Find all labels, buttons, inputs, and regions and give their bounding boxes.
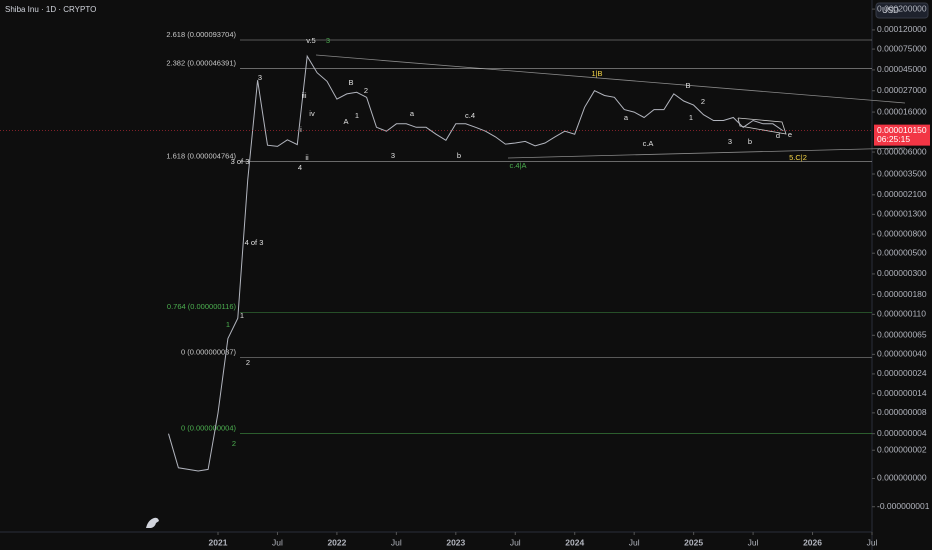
wave-label: 1|B (591, 69, 602, 78)
y-tick-label: 0.000027000 (877, 85, 927, 95)
x-tick-label: Jul (867, 537, 878, 547)
y-tick-label: 0.000045000 (877, 64, 927, 74)
wave-label: i (300, 125, 302, 134)
y-tick-label: 0.000000024 (877, 368, 927, 378)
y-tick-label: 0.000000040 (877, 349, 927, 359)
wave-label: 3 (326, 36, 330, 45)
wave-label: b (457, 151, 461, 160)
y-tick-label: 0.000000002 (877, 444, 927, 454)
fib-label: 0 (0.000000037) (181, 347, 237, 356)
wave-label: 2 (364, 86, 368, 95)
y-tick-label: 0.000075000 (877, 43, 927, 53)
countdown: 06:25:15 (877, 134, 910, 144)
wave-label: 1 (240, 311, 244, 320)
wave-label: 4 (298, 163, 302, 172)
y-tick-label: 0.000000004 (877, 428, 927, 438)
x-tick-label: 2024 (565, 537, 584, 547)
wave-label: 2 (232, 439, 236, 448)
wave-label: 3 (258, 73, 262, 82)
wave-label: v.5 (306, 36, 315, 45)
currency-label[interactable]: USD (882, 6, 899, 15)
wave-label: 3 (391, 151, 395, 160)
wave-label: a (624, 113, 629, 122)
y-tick-label: 0.000000000 (877, 473, 927, 483)
last-price-label: 0.000010150 (877, 125, 927, 135)
wave-label: iii (302, 91, 307, 100)
currency-button[interactable] (875, 2, 929, 19)
upper-trendline (315, 54, 906, 104)
y-tick-label: -0.000000001 (877, 501, 930, 511)
wave-label: 1 (226, 320, 230, 329)
chart-title: Shiba Inu · 1D · CRYPTO (5, 5, 96, 14)
x-tick-label: Jul (391, 537, 402, 547)
y-tick-label: 0.000016000 (877, 106, 927, 116)
wave-label: c.4|A (510, 161, 527, 170)
wave-label: 1 (689, 113, 693, 122)
y-tick-label: 0.000006000 (877, 146, 927, 156)
x-tick-label: 2022 (327, 537, 346, 547)
y-tick-label: 0.000120000 (877, 24, 927, 34)
wave-label: 3 of 3 (231, 157, 250, 166)
wave-label: 3 (728, 137, 732, 146)
y-tick-label: 0.000000500 (877, 247, 927, 257)
x-tick-label: Jul (629, 537, 640, 547)
wave-label: A (343, 117, 348, 126)
wave-label: c.4 (465, 111, 475, 120)
wave-label: d (776, 131, 780, 140)
x-tick-label: Jul (272, 537, 283, 547)
y-tick-label: 0.000002100 (877, 189, 927, 199)
fib-label: 0 (0.000000004) (181, 424, 237, 433)
wave-label: 5.C|2 (789, 153, 807, 162)
wave-label: iv (309, 109, 315, 118)
x-tick-label: 2021 (209, 537, 228, 547)
y-tick-label: 0.000200000 (877, 3, 927, 13)
wave-label: B (348, 78, 353, 87)
y-tick-label: 0.000001300 (877, 209, 927, 219)
y-tick-label: 0.000000008 (877, 407, 927, 417)
fib-label: 0.764 (0.000000116) (167, 302, 237, 311)
wave-label: 2 (246, 358, 250, 367)
wave-label: b (748, 137, 752, 146)
wave-label: a (410, 109, 415, 118)
x-tick-label: Jul (748, 537, 759, 547)
y-tick-label: 0.000000065 (877, 330, 927, 340)
wave-label: 1 (355, 111, 359, 120)
wave-label: e (788, 130, 792, 139)
y-tick-label: 0.000000300 (877, 268, 927, 278)
wave-label: B (685, 81, 690, 90)
fib-label: 1.618 (0.000004764) (166, 151, 236, 160)
y-tick-label: 0.000000180 (877, 289, 927, 299)
y-tick-label: 0.000000014 (877, 388, 927, 398)
wave-label: 4 of 3 (245, 238, 264, 247)
lower-trendline (507, 147, 906, 159)
x-tick-label: Jul (510, 537, 521, 547)
fib-label: 2.618 (0.000093704) (166, 30, 236, 39)
logo[interactable] (146, 517, 159, 528)
x-tick-label: 2023 (446, 537, 465, 547)
y-tick-label: 0.000003500 (877, 168, 927, 178)
y-tick-label: 0.000000800 (877, 228, 927, 238)
x-tick-label: 2025 (684, 537, 703, 547)
last-price-tag (874, 124, 930, 146)
price-line (168, 54, 784, 472)
y-tick-label: 0.000000110 (877, 309, 926, 319)
wave-label: c.A (643, 139, 654, 148)
wave-label: ii (305, 153, 309, 162)
x-tick-label: 2026 (803, 537, 822, 547)
fib-label: 2.382 (0.000046391) (166, 59, 236, 68)
wave-label: 2 (701, 97, 705, 106)
